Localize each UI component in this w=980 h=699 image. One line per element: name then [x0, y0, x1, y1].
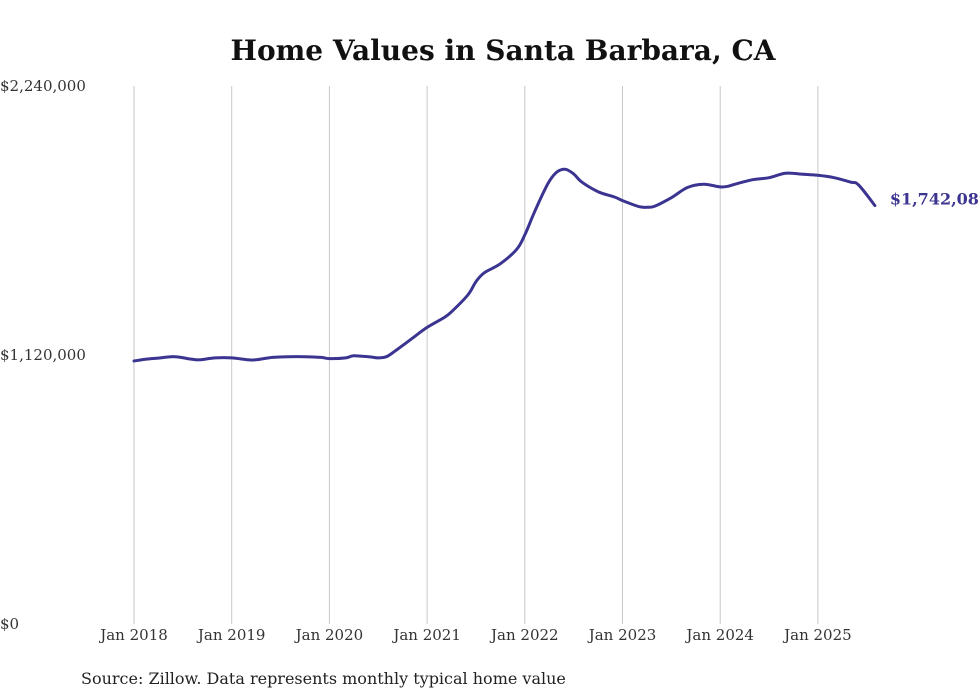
x-tick-label: Jan 2024 — [684, 626, 754, 644]
y-tick-label: $1,120,000 — [0, 346, 86, 364]
x-tick-label: Jan 2022 — [489, 626, 559, 644]
y-tick-label: $0 — [0, 615, 19, 633]
x-tick-label: Jan 2018 — [98, 626, 168, 644]
x-axis-ticks: Jan 2018 Jan 2019 Jan 2020 Jan 2021 Jan 2022… — [98, 626, 851, 644]
x-tick-label: Jan 2023 — [587, 626, 657, 644]
source-note: Source: Zillow. Data represents monthly … — [81, 669, 566, 688]
x-tick-label: Jan 2025 — [782, 626, 852, 644]
x-tick-label: Jan 2019 — [196, 626, 266, 644]
y-tick-label: $2,240,000 — [0, 77, 86, 95]
series-end-label: $1,742,089 — [890, 190, 980, 209]
grid-lines — [133, 86, 819, 624]
chart-title: Home Values in Santa Barbara, CA — [231, 34, 777, 67]
y-axis-ticks: $0 $1,120,000 $2,240,000 — [0, 77, 86, 633]
x-tick-label: Jan 2020 — [294, 626, 364, 644]
x-tick-label: Jan 2021 — [391, 626, 461, 644]
series-line — [132, 167, 877, 363]
